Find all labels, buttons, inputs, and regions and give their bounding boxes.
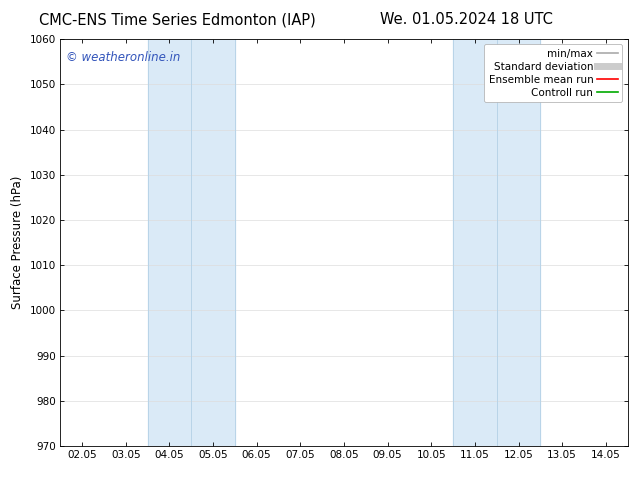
Legend: min/max, Standard deviation, Ensemble mean run, Controll run: min/max, Standard deviation, Ensemble me… — [484, 45, 623, 102]
Bar — [148, 39, 235, 446]
Text: CMC-ENS Time Series Edmonton (IAP): CMC-ENS Time Series Edmonton (IAP) — [39, 12, 316, 27]
Text: We. 01.05.2024 18 UTC: We. 01.05.2024 18 UTC — [380, 12, 552, 27]
Y-axis label: Surface Pressure (hPa): Surface Pressure (hPa) — [11, 176, 24, 309]
Text: © weatheronline.in: © weatheronline.in — [66, 51, 180, 64]
Bar — [453, 39, 540, 446]
